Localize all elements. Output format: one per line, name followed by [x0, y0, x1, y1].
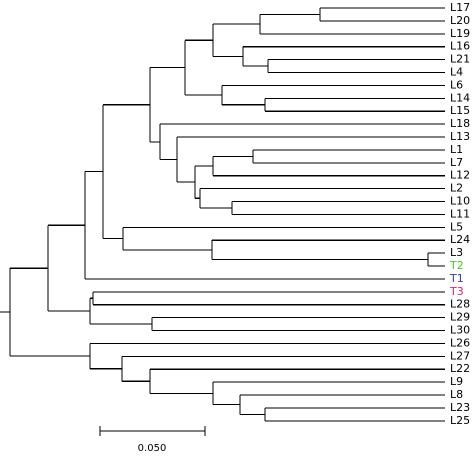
- tree-branches: [0, 7, 445, 422]
- leaf-label: L8: [450, 388, 463, 401]
- leaf-label: L9: [450, 375, 463, 388]
- leaf-label: L3: [450, 246, 463, 259]
- leaf-label: L19: [450, 27, 470, 40]
- leaf-label: L30: [450, 324, 470, 337]
- leaf-label: L20: [450, 14, 470, 27]
- leaf-label: L11: [450, 207, 470, 220]
- leaf-label: L21: [450, 53, 470, 66]
- scale-bar: 0.050: [99, 426, 206, 454]
- leaf-label: L18: [450, 117, 470, 130]
- leaf-label: L26: [450, 336, 470, 349]
- leaf-label: L2: [450, 182, 463, 195]
- leaf-label: L10: [450, 195, 470, 208]
- leaf-label: L17: [450, 1, 470, 14]
- leaf-label: L24: [450, 233, 470, 246]
- leaf-label: L1: [450, 143, 463, 156]
- leaf-label: L28: [450, 298, 470, 311]
- leaf-label: L5: [450, 220, 463, 233]
- leaf-label: L4: [450, 66, 463, 79]
- leaf-label: T1: [449, 272, 464, 285]
- scale-bar-label: 0.050: [138, 443, 167, 454]
- leaf-label: L12: [450, 169, 470, 182]
- leaf-label: L29: [450, 311, 470, 324]
- leaf-label: L6: [450, 78, 463, 91]
- leaf-label: L14: [450, 91, 470, 104]
- leaf-label: L7: [450, 156, 463, 169]
- leaf-label: L15: [450, 104, 470, 117]
- leaf-label: T3: [449, 285, 464, 298]
- leaf-label: T2: [449, 259, 464, 272]
- leaf-labels: L17L20L19L16L21L4L6L14L15L18L13L1L7L12L2…: [449, 1, 470, 427]
- leaf-label: L23: [450, 401, 470, 414]
- leaf-label: L13: [450, 130, 470, 143]
- leaf-label: L25: [450, 414, 470, 427]
- leaf-label: L27: [450, 349, 470, 362]
- leaf-label: L16: [450, 40, 470, 53]
- leaf-label: L22: [450, 362, 470, 375]
